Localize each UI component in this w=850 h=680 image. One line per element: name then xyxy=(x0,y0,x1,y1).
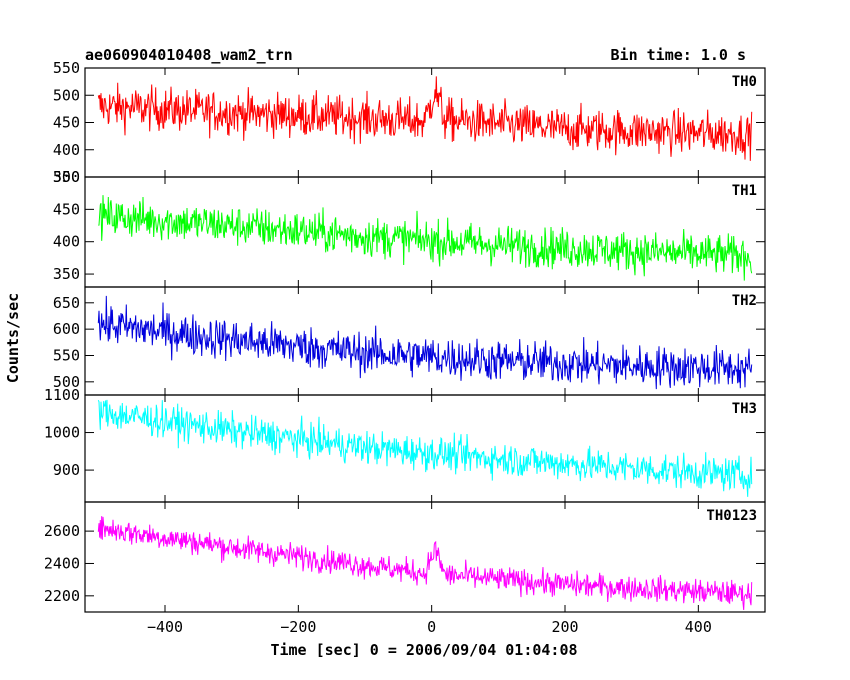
series-th3 xyxy=(97,399,753,497)
x-axis-label: Time [sec] 0 = 2006/09/04 01:04:08 xyxy=(270,641,577,659)
x-tick-label: −200 xyxy=(280,618,316,636)
y-axis-label: Counts/sec xyxy=(4,293,22,383)
y-tick-label: 1100 xyxy=(44,386,80,404)
y-tick-label: 350 xyxy=(53,168,80,186)
y-tick-label: 550 xyxy=(53,59,80,77)
panel-frame xyxy=(84,176,766,288)
x-tick-label: 200 xyxy=(551,618,578,636)
series-th0123 xyxy=(97,516,753,611)
panel-th2: 500 550 600 650 TH2 xyxy=(53,286,766,396)
y-tick-label: 2600 xyxy=(44,522,80,540)
panel-th1: 350 400 450 500 TH1 xyxy=(53,168,766,288)
x-tick-label: −400 xyxy=(147,618,183,636)
panel-th0: 350 400 450 500 550 TH0 xyxy=(53,59,766,186)
y-tick-label: 500 xyxy=(53,168,80,186)
y-tick-label: 450 xyxy=(53,114,80,132)
x-tick-label: 0 xyxy=(427,618,436,636)
x-tick-label: 400 xyxy=(685,618,712,636)
y-tick-label: 550 xyxy=(53,346,80,364)
series-th1 xyxy=(98,195,753,281)
panel-label: TH2 xyxy=(732,293,757,309)
panel-th3: 900 1000 1100 TH3 xyxy=(44,386,766,503)
panel-label: TH0123 xyxy=(706,508,757,524)
y-tick-label: 400 xyxy=(53,141,80,159)
y-tick-label: 450 xyxy=(53,200,80,218)
panel-frame xyxy=(84,501,766,613)
panel-label: TH1 xyxy=(732,183,757,199)
panel-label: TH0 xyxy=(732,74,757,90)
y-tick-label: 500 xyxy=(53,373,80,391)
series-th0 xyxy=(97,76,753,161)
y-tick-label: 900 xyxy=(53,461,80,479)
y-tick-label: 2200 xyxy=(44,587,80,605)
x-axis: −400 −200 0 200 400 xyxy=(147,618,712,636)
panel-th0123: 2200 2400 2600 TH0123 xyxy=(44,501,766,613)
y-tick-label: 500 xyxy=(53,86,80,104)
y-tick-label: 650 xyxy=(53,294,80,312)
series-th2 xyxy=(97,295,753,390)
y-tick-label: 1000 xyxy=(44,424,80,442)
y-tick-label: 400 xyxy=(53,233,80,251)
chart-title: ae060904010408_wam2_trn xyxy=(85,46,293,64)
y-tick-label: 600 xyxy=(53,320,80,338)
bin-time-label: Bin time: 1.0 s xyxy=(611,46,746,64)
y-tick-label: 350 xyxy=(53,265,80,283)
panels-group: 350 400 450 500 550 TH0 350 400 450 500 TH1 500 550 6… xyxy=(44,59,766,613)
panel-label: TH3 xyxy=(732,401,757,417)
y-tick-label: 2400 xyxy=(44,554,80,572)
